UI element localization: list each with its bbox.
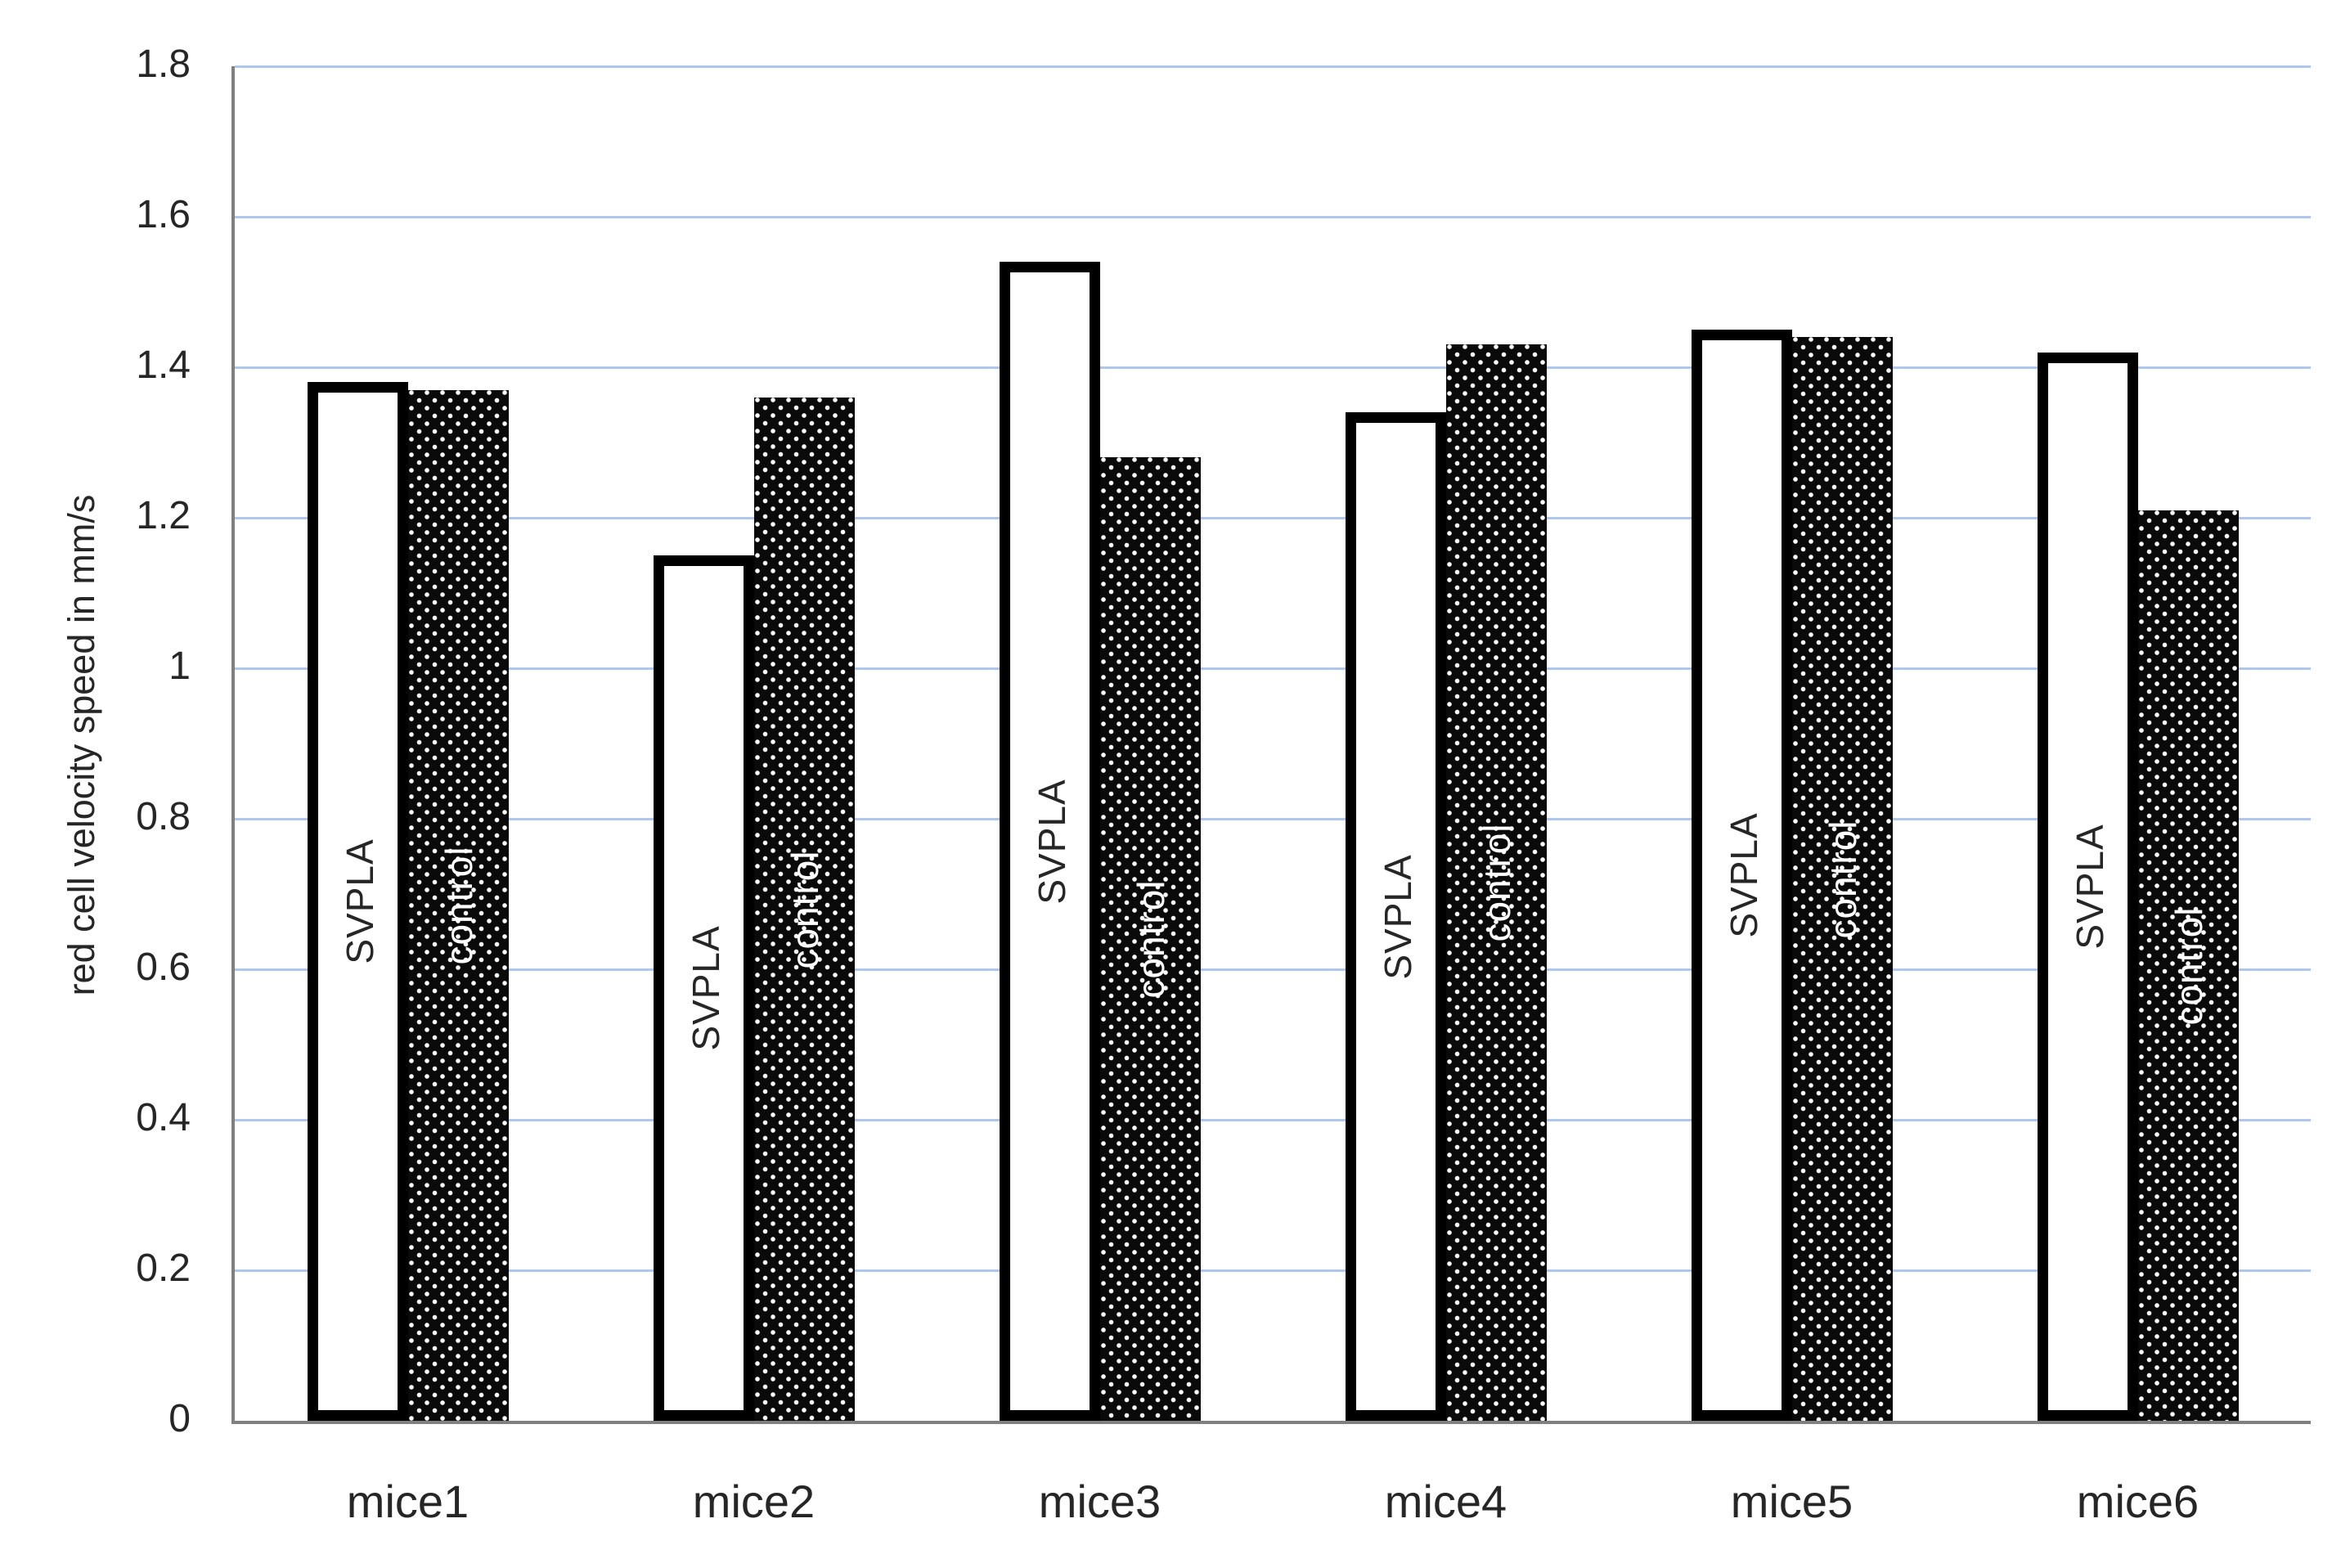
- bar-mice1-control: [408, 390, 509, 1421]
- bar-label-mice4-SVPLA: SVPLA: [1376, 854, 1419, 980]
- y-tick-label: 0.8: [136, 795, 191, 838]
- bar-mice1-SVPLA: [308, 382, 408, 1421]
- gridline-1.2: [235, 517, 2311, 519]
- y-tick-label: 1.6: [136, 193, 191, 236]
- bar-mice4-SVPLA: [1346, 412, 1446, 1421]
- bar-label-mice5-SVPLA: SVPLA: [1722, 812, 1765, 938]
- y-tick-label: 0.4: [136, 1096, 191, 1139]
- bar-label-mice1-SVPLA: SVPLA: [338, 838, 381, 964]
- x-label-mice6: mice6: [2076, 1476, 2199, 1527]
- y-tick-label: 1.2: [136, 494, 191, 537]
- gridline-1.6: [235, 216, 2311, 218]
- bar-mice6-control: [2138, 510, 2239, 1421]
- x-label-mice4: mice4: [1384, 1476, 1508, 1527]
- bar-label-mice5-control: control: [1821, 820, 1864, 939]
- y-tick-label: 1.8: [136, 43, 191, 86]
- gridline-1: [235, 667, 2311, 670]
- bar-mice2-SVPLA: [654, 555, 754, 1421]
- gridline-0.6: [235, 968, 2311, 971]
- bar-label-mice2-SVPLA: SVPLA: [684, 925, 727, 1051]
- bar-mice3-SVPLA: [1000, 262, 1100, 1421]
- bar-label-mice4-control: control: [1475, 823, 1518, 942]
- bar-label-mice2-control: control: [783, 850, 826, 969]
- y-tick-label: 0.2: [136, 1247, 191, 1290]
- x-label-mice1: mice1: [346, 1476, 470, 1527]
- y-tick-label: 1.4: [136, 344, 191, 387]
- x-label-mice2: mice2: [692, 1476, 816, 1527]
- x-axis-line: [231, 1421, 2311, 1424]
- bar-mice4-control: [1446, 344, 1547, 1421]
- bar-mice2-control: [754, 398, 855, 1421]
- y-tick-label: 0: [168, 1397, 191, 1440]
- gridline-0.8: [235, 818, 2311, 820]
- gridline-0.4: [235, 1119, 2311, 1121]
- gridline-1.8: [235, 65, 2311, 68]
- x-label-mice5: mice5: [1730, 1476, 1853, 1527]
- bar-label-mice1-control: control: [437, 846, 480, 965]
- gridline-1.4: [235, 366, 2311, 369]
- bar-label-mice3-SVPLA: SVPLA: [1030, 779, 1073, 905]
- x-label-mice3: mice3: [1038, 1476, 1162, 1527]
- gridline-0.2: [235, 1269, 2311, 1272]
- y-axis-line: [231, 66, 235, 1424]
- bar-mice5-control: [1792, 337, 1893, 1421]
- bar-label-mice6-SVPLA: SVPLA: [2068, 824, 2111, 950]
- y-tick-label: 0.6: [136, 946, 191, 989]
- bar-mice3-control: [1100, 457, 1201, 1421]
- y-tick-label: 1: [168, 645, 191, 688]
- bar-label-mice6-control: control: [2167, 906, 2210, 1026]
- bar-mice6-SVPLA: [2038, 353, 2138, 1421]
- bar-label-mice3-control: control: [1129, 879, 1172, 999]
- bar-mice5-SVPLA: [1692, 330, 1792, 1421]
